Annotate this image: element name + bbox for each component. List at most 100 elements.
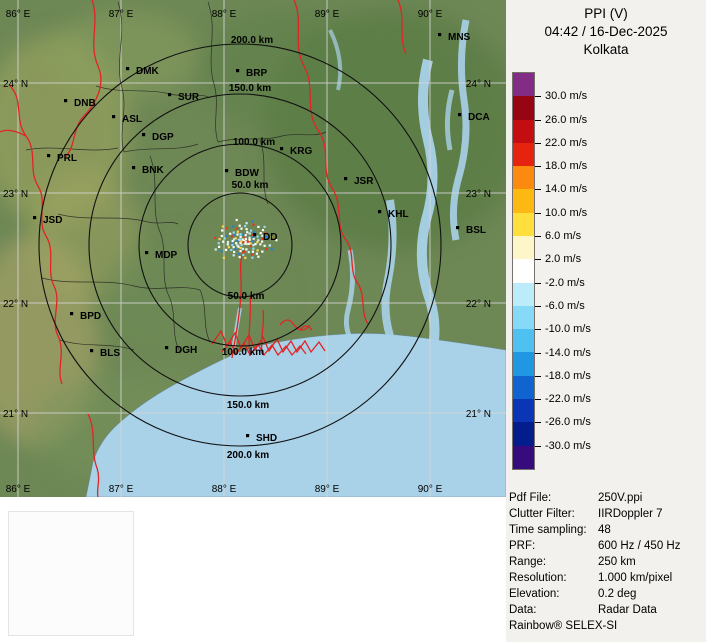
range-ring (38, 43, 442, 447)
info-field-label: Data: (509, 604, 537, 616)
radar-map-canvas[interactable]: 86° E 86° E 87° E 87° E 88° E 88° E 89° E 89° E… (0, 0, 506, 497)
echo-pixel (237, 252, 240, 255)
city-label: DCA (468, 112, 490, 123)
echo-pixel (270, 248, 273, 251)
echo-pixel (242, 233, 245, 236)
city-label: BSL (466, 225, 486, 236)
echo-pixel (240, 243, 243, 247)
secondary-panel-placeholder (8, 511, 134, 636)
legend-value-label: 30.0 m/s (545, 90, 588, 103)
echo-pixel (232, 238, 236, 241)
echo-pixel (246, 231, 249, 234)
city-dot (64, 99, 68, 103)
product-info-table: Pdf File: 250V.ppi Clutter Filter: IIRDoppl… (506, 490, 706, 618)
color-scale-segment (513, 375, 534, 399)
city-dot (142, 133, 146, 137)
echo-pixel (244, 256, 247, 259)
range-ring-label: 150.0 km (227, 400, 269, 411)
legend-tick (535, 142, 541, 144)
city-label: BNK (142, 165, 164, 176)
echo-pixel (231, 243, 234, 247)
echo-pixel (234, 247, 237, 251)
range-ring-label: 150.0 km (229, 83, 271, 94)
legend-value-label: 2.0 m/s (545, 253, 582, 266)
echo-pixel (261, 234, 264, 237)
echo-pixel (214, 248, 217, 251)
echo-pixel (225, 227, 229, 230)
echo-pixel (245, 248, 248, 251)
legend-value-label: -14.0 m/s (545, 346, 591, 359)
color-scale-segment (513, 119, 534, 143)
echo-pixel (263, 225, 266, 228)
legend-tick (535, 189, 541, 191)
echo-pixel (252, 247, 255, 250)
echo-pixel (249, 245, 252, 248)
echo-pixel (236, 230, 239, 233)
legend-tick (535, 166, 541, 168)
echo-pixel (240, 227, 243, 230)
echo-pixel (221, 229, 224, 232)
echo-pixel (270, 236, 273, 239)
legend-value-label: -30.0 m/s (545, 439, 591, 452)
echo-pixel (239, 235, 242, 238)
legend-tick (535, 399, 541, 401)
echo-pixel (250, 253, 254, 256)
city-label: JSR (354, 176, 374, 187)
echo-pixel (239, 238, 242, 241)
info-field-label: Range: (509, 556, 547, 568)
color-scale-segment (513, 352, 534, 376)
echo-pixel (217, 242, 220, 245)
city-label: JSD (43, 215, 62, 226)
longitude-label: 87° E (109, 484, 134, 495)
info-field-label: Clutter Filter: (509, 508, 575, 520)
range-ring (88, 93, 392, 397)
color-scale-segment (513, 142, 534, 167)
city-label: BPD (80, 311, 101, 322)
echo-pixel (235, 242, 238, 245)
radar-map-display[interactable]: 86° E 86° E 87° E 87° E 88° E 88° E 89° E 89° E… (0, 0, 506, 497)
echo-pixel (239, 233, 242, 236)
city-dot (126, 67, 130, 71)
echo-pixel (231, 242, 234, 245)
echo-pixel (234, 237, 237, 240)
echo-pixel (226, 240, 230, 244)
legend-value-label: 10.0 m/s (545, 206, 588, 219)
echo-pixel (220, 250, 223, 253)
state-borders (0, 0, 407, 497)
legend-value-label: 14.0 m/s (545, 183, 588, 196)
longitude-label: 86° E (6, 9, 31, 20)
echo-pixel (237, 245, 240, 248)
echo-pixel (238, 224, 241, 227)
color-scale-segment (513, 166, 534, 190)
echo-pixel (246, 242, 249, 246)
city-label: MDP (155, 250, 178, 261)
legend-value-label: -26.0 m/s (545, 416, 591, 429)
echo-pixel (233, 234, 236, 237)
latitude-label: 24° N (466, 79, 491, 90)
city-label: DNB (74, 98, 96, 109)
echo-pixel (259, 232, 262, 235)
echo-pixel (244, 234, 247, 237)
city-dot (378, 210, 382, 214)
echo-pixel (261, 250, 264, 253)
color-scale-segment (513, 398, 534, 423)
city-dot (132, 166, 136, 170)
radar-echo (214, 218, 278, 259)
color-scale-segment (513, 305, 534, 330)
echo-pixel (256, 241, 259, 244)
echo-pixel (265, 236, 269, 239)
city-label: DGH (175, 345, 197, 356)
city-label: KRG (290, 146, 312, 157)
city-dot (225, 169, 229, 173)
product-title: PPI (V) (584, 6, 628, 21)
echo-pixel (246, 240, 249, 243)
latitude-label: 22° N (466, 299, 491, 310)
city-dot (47, 154, 51, 158)
echo-pixel (218, 238, 221, 241)
legend-value-label: -2.0 m/s (545, 276, 585, 289)
legend-value-label: -10.0 m/s (545, 323, 591, 336)
echo-pixel (226, 243, 229, 246)
city-dot (70, 312, 74, 316)
echo-pixel (252, 244, 255, 247)
legend-tick (535, 119, 541, 121)
